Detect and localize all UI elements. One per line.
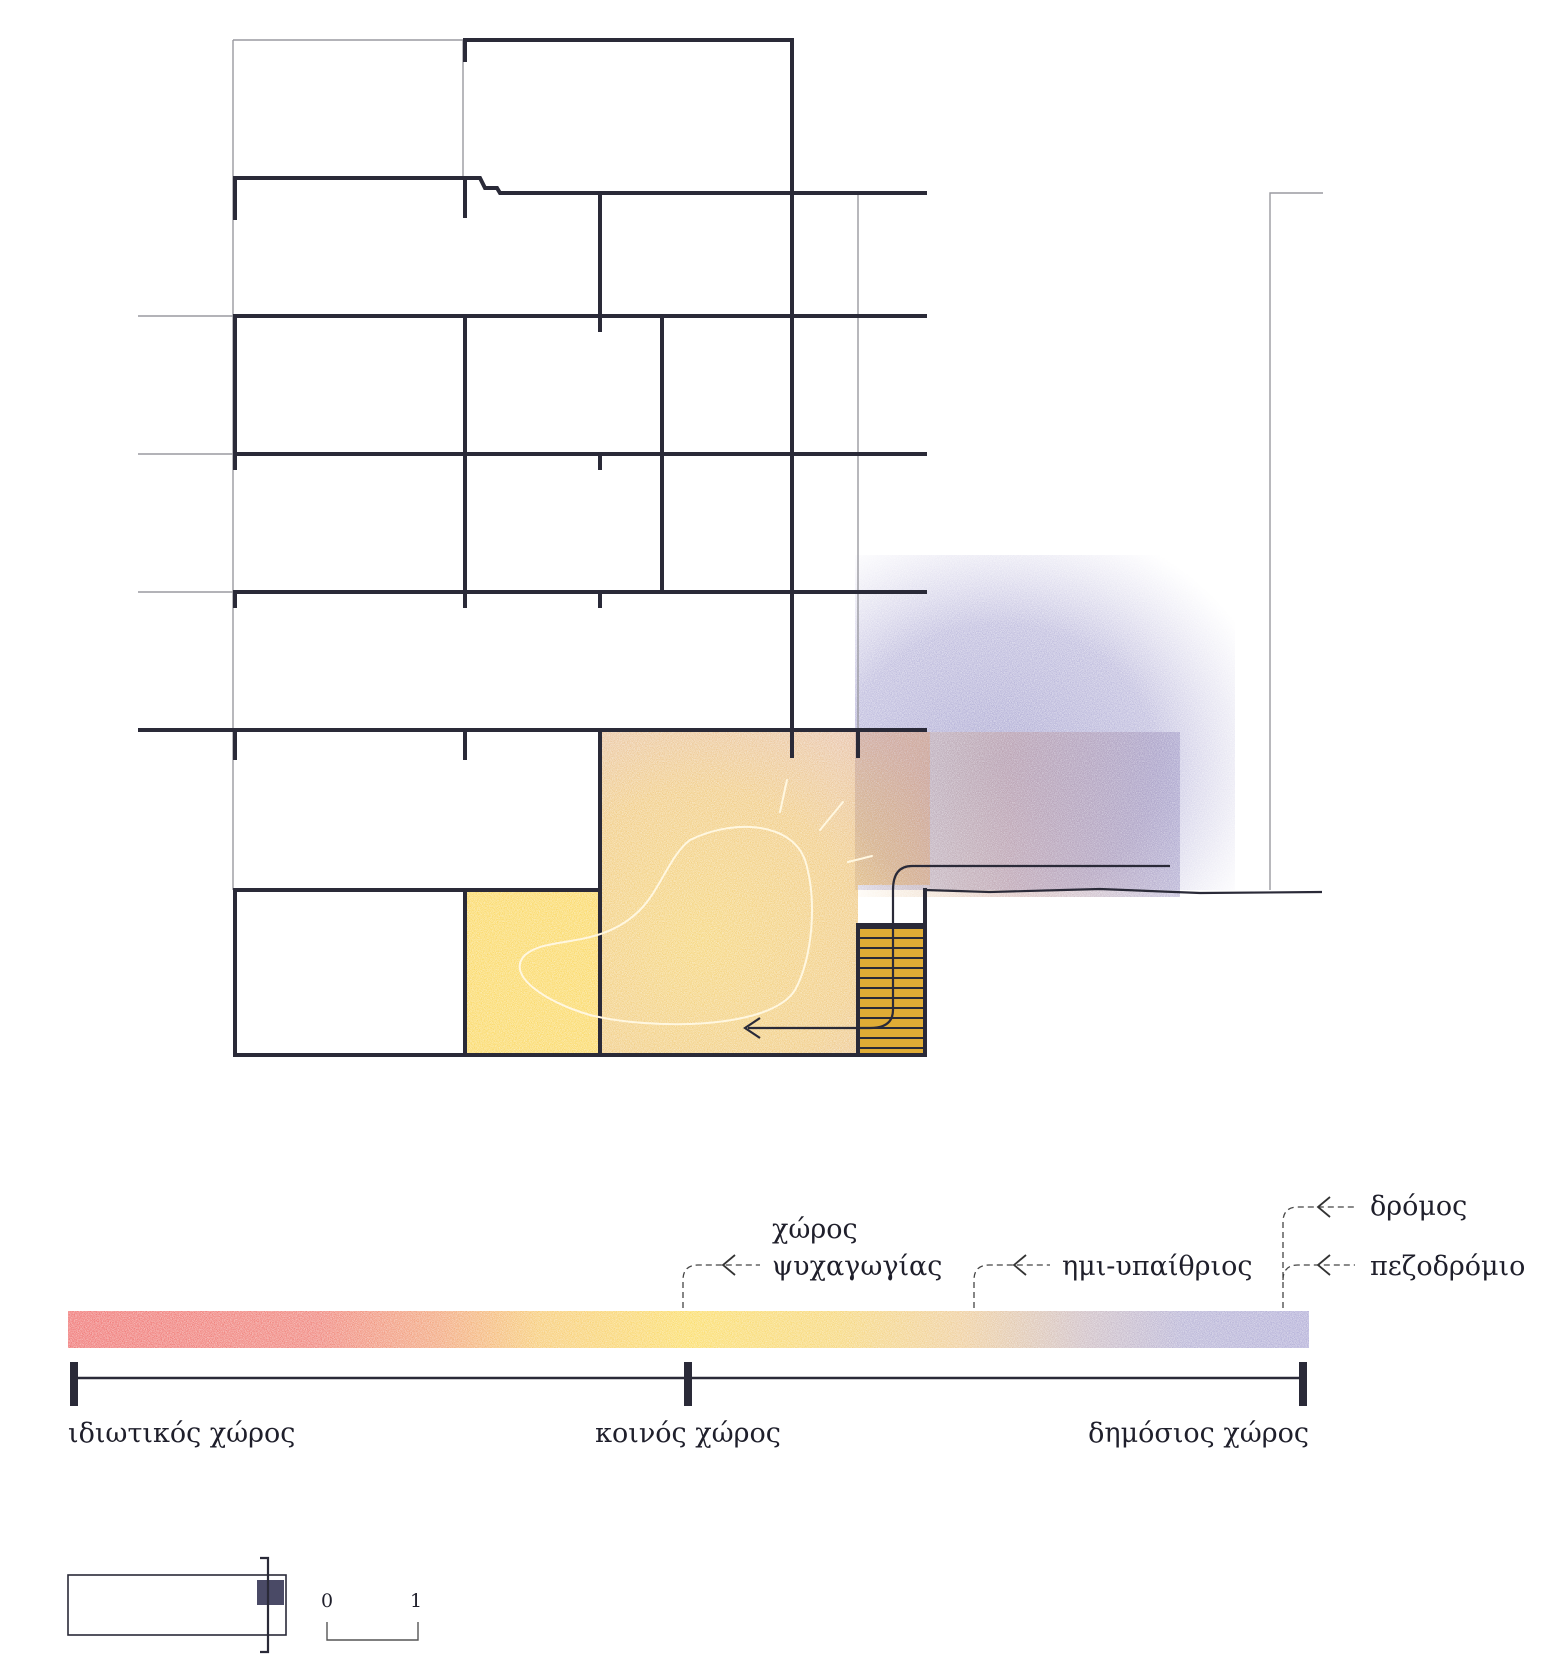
- privacy-axis: [70, 1362, 1307, 1406]
- entrance-stair: [858, 925, 925, 1055]
- scale-label-0: 0: [321, 1590, 333, 1612]
- scale-label-1: 1: [410, 1590, 422, 1612]
- activity-sketch: [518, 779, 873, 1026]
- label-semi-open: ημι-υπαίθριος: [1062, 1251, 1253, 1282]
- building-walls: [138, 38, 927, 1057]
- axis-label-public: δημόσιος χώρος: [1088, 1418, 1309, 1449]
- axis-label-private: ιδιωτικός χώρος: [68, 1418, 295, 1449]
- axis-label-common: κοινός χώρος: [595, 1418, 781, 1449]
- label-recreation-line2: ψυχαγωγίας: [772, 1251, 942, 1282]
- key-plan: [67, 1556, 287, 1654]
- ground-line: [743, 864, 1323, 1039]
- label-leaders: [682, 1206, 1355, 1308]
- spectrum-bar: [68, 1311, 1309, 1348]
- semi-open-blend-zone: [840, 732, 1180, 897]
- label-arrows: [721, 1196, 1331, 1276]
- common-yellow-room: [465, 890, 600, 1055]
- label-recreation-line1: χώρος: [772, 1214, 858, 1245]
- circulation-arrow-head: [743, 1017, 761, 1039]
- circulation-path: [748, 864, 1170, 1030]
- label-sidewalk: πεζοδρόμιο: [1370, 1251, 1525, 1282]
- scale-bar: [326, 1622, 419, 1641]
- label-road: δρόμος: [1370, 1191, 1467, 1222]
